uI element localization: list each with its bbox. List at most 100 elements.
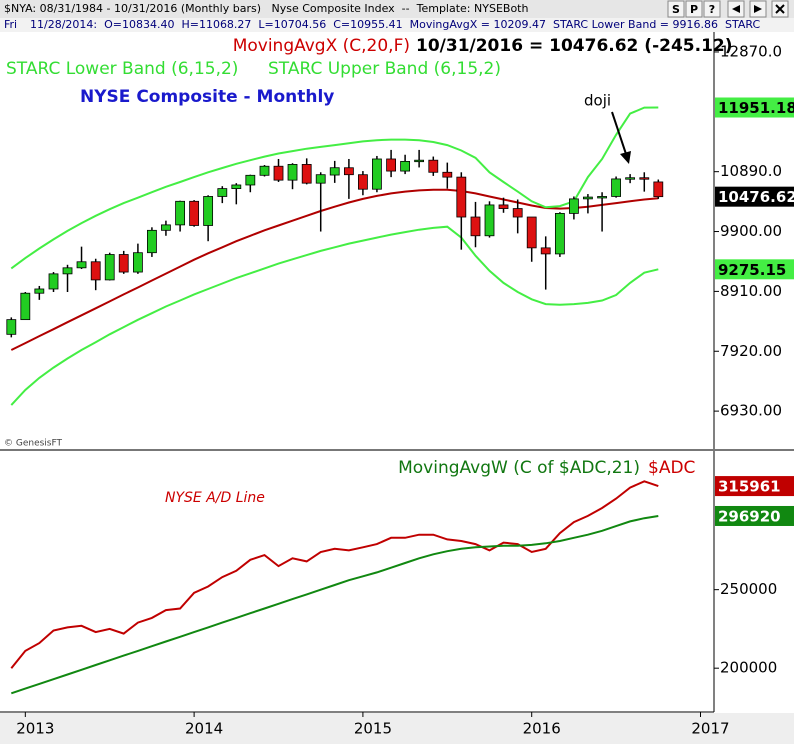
value-tag: 10476.62: [718, 188, 794, 206]
candle-body: [104, 254, 115, 281]
y-tick-label: 6930.00: [720, 402, 782, 420]
header-title: $NYA: 08/31/1984 - 10/31/2016 (Monthly b…: [4, 2, 528, 15]
y-tick-label: 12870.0: [720, 42, 782, 60]
candle-body: [315, 174, 326, 184]
candle-body: [611, 178, 621, 197]
legend-entry: STARC Lower Band (6,15,2): [6, 59, 238, 79]
series-line: [10, 106, 659, 270]
annotation: NYSE A/D Line: [165, 490, 265, 506]
x-tick-label: 2016: [523, 720, 561, 738]
candle-body: [20, 292, 31, 321]
legend-entry: MovingAvgX (C,20,F): [233, 36, 410, 56]
series-line: [10, 515, 659, 695]
candle-body: [301, 164, 312, 184]
icon: [754, 5, 762, 13]
toolbar: S P ?: [667, 0, 789, 18]
candle-body: [76, 261, 87, 269]
candle-body: [512, 208, 523, 218]
candle-body: [231, 184, 242, 190]
candle-body: [147, 229, 157, 254]
value-tag: 9275.15: [718, 261, 786, 279]
candle-body: [597, 196, 607, 199]
candle-body: [639, 177, 650, 180]
candle-body: [526, 216, 537, 249]
candle-body: [456, 176, 467, 218]
candle-body: [90, 261, 101, 281]
legend-entry: MovingAvgW (C of $ADC,21): [398, 458, 640, 478]
series-line: [10, 188, 659, 351]
button[interactable]: [667, 0, 685, 18]
value-tag: 315961: [718, 478, 781, 496]
x-tick-label: 2013: [16, 720, 54, 738]
button[interactable]: [685, 0, 703, 18]
arrow-head: [620, 151, 631, 164]
info-day: Fri: [4, 18, 17, 31]
candle-body: [175, 200, 186, 226]
candle-body: [133, 252, 143, 273]
info-bar: [0, 18, 794, 32]
candle-body: [653, 181, 664, 198]
candle-body: [287, 164, 298, 181]
button-label[interactable]: S: [672, 3, 680, 16]
x-axis-band: [0, 713, 794, 744]
candle-body: [329, 167, 340, 176]
button-label[interactable]: ?: [709, 3, 715, 16]
candle-body: [118, 254, 129, 273]
y-tick-label: 9900.00: [720, 222, 782, 240]
y-tick-label: 8910.00: [720, 282, 782, 300]
candle-body: [245, 174, 256, 186]
candle-body: [569, 198, 579, 214]
candle-body: [442, 171, 453, 178]
credit: © GenesisFT: [4, 439, 63, 449]
icon: [732, 5, 740, 13]
candle-body: [554, 212, 565, 255]
x-tick-label: 2014: [185, 720, 223, 738]
annotation: doji: [584, 92, 611, 110]
value-tag: 296920: [718, 507, 781, 525]
candle-body: [358, 174, 368, 190]
x-tick-label: 2015: [354, 720, 392, 738]
candle-body: [400, 160, 411, 172]
legend-entry: STARC Upper Band (6,15,2): [268, 59, 501, 79]
candle-body: [343, 167, 354, 176]
candle-body: [583, 196, 593, 200]
button-label[interactable]: P: [690, 3, 698, 16]
value-tag-box: [715, 186, 794, 207]
candle-body: [386, 158, 396, 172]
candle-body: [273, 165, 284, 181]
legend-entry: $ADC: [648, 458, 695, 478]
y-tick-label: 200000: [720, 659, 777, 677]
button[interactable]: [703, 0, 721, 18]
value-tag-box: [715, 476, 794, 497]
last-bar-text: 10/31/2016 = 10476.62 (-245.12): [416, 36, 733, 56]
candle-body: [470, 216, 481, 237]
plot: 12870.0 10890.0 9900.00 8910.00 7920.00 6930.…: [6, 42, 794, 738]
candle-body: [189, 200, 200, 226]
candle-body: [428, 159, 439, 173]
y-tick-label: 7920.00: [720, 342, 782, 360]
y-tick-label: 250000: [720, 580, 777, 598]
candle-body: [625, 177, 636, 180]
annotation-arrow: [611, 111, 627, 155]
series-line: [10, 480, 659, 669]
candle-body: [259, 165, 270, 176]
candle-body: [540, 247, 551, 255]
candle-body: [62, 267, 73, 275]
candle-body: [414, 159, 425, 163]
series-line: [10, 225, 659, 406]
candle-body: [6, 319, 17, 335]
x-tick-label: 2017: [691, 720, 729, 738]
value-tag-box: [715, 505, 794, 526]
info-text: 11/28/2014: O=10834.40 H=11068.27 L=1070…: [30, 18, 760, 31]
candle-body: [48, 273, 59, 290]
icon: [775, 4, 785, 14]
candle-body: [484, 204, 495, 237]
candle-body: [217, 188, 228, 197]
candle-body: [203, 196, 214, 226]
candle-body: [161, 224, 171, 231]
candle-body: [372, 158, 382, 190]
candle-body: [498, 204, 509, 209]
chart-title: NYSE Composite - Monthly: [80, 87, 334, 107]
